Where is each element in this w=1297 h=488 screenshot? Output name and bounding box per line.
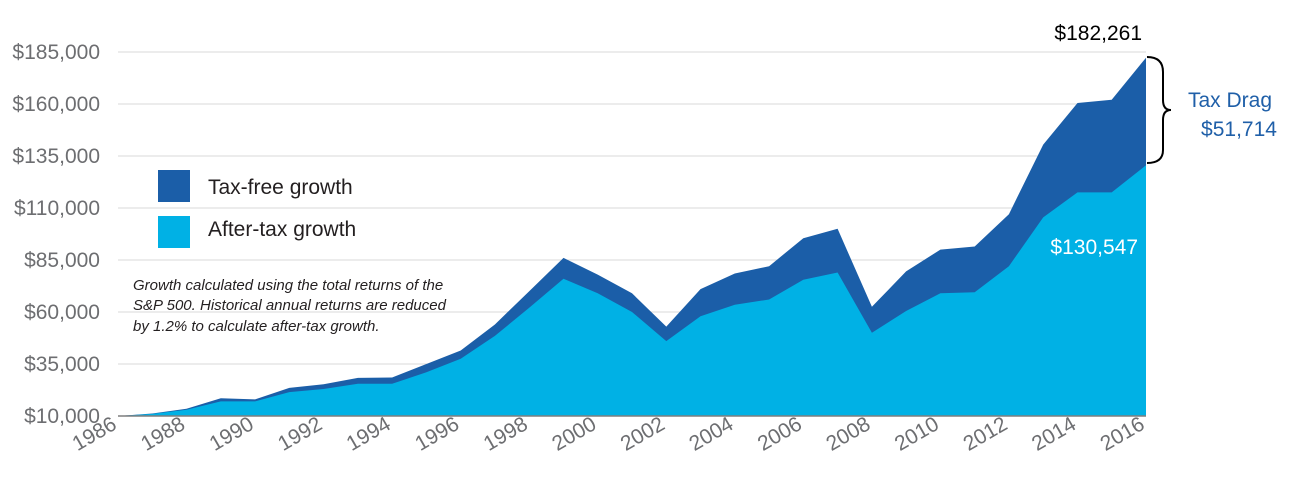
x-tick-label: 2008 [822,412,874,455]
y-tick-label: $10,000 [24,405,100,428]
grid-lines [118,51,1146,365]
x-axis-tick-labels: 1986 1988 1990 1992 1994 1996 1998 2000 2002 2004… [69,412,1149,455]
note-line-1: Growth calculated using the total return… [133,277,443,294]
y-tick-label: $35,000 [24,353,100,376]
x-tick-label: 2014 [1028,412,1080,455]
x-tick-label: 1994 [343,412,395,455]
area-series [118,57,1146,416]
x-tick-label: 2016 [1097,412,1149,455]
x-tick-label: 2002 [617,412,669,455]
x-tick-label: 2010 [891,412,943,455]
y-tick-label: $185,000 [12,41,100,64]
x-tick-label: 1988 [137,412,189,455]
after-tax-final-label: $130,547 [1050,236,1138,259]
y-tick-label: $85,000 [24,249,100,272]
legend: Tax-free growth After-tax growth [158,170,356,248]
tax-drag-bracket [1146,56,1172,164]
y-tick-label: $60,000 [24,301,100,324]
x-tick-label: 1990 [206,412,258,455]
final-total-label: $182,261 [1054,22,1142,45]
y-tick-label: $110,000 [14,197,100,220]
x-tick-label: 2004 [685,412,737,455]
y-axis-tick-labels: $10,000 $35,000 $60,000 $85,000 $110,000 $135… [12,41,100,428]
methodology-note: Growth calculated using the total return… [133,277,447,335]
after-tax-growth-area [118,165,1146,416]
tax-drag-value: $51,714 [1201,118,1277,141]
x-tick-label: 1998 [480,412,532,455]
y-tick-label: $135,000 [12,145,100,168]
legend-swatch-tax-free [158,170,190,202]
y-tick-label: $160,000 [12,93,100,116]
note-line-3: by 1.2% to calculate after-tax growth. [133,318,380,335]
x-tick-label: 2006 [754,412,806,455]
legend-swatch-after-tax [158,216,190,248]
legend-label-after-tax: After-tax growth [208,218,356,241]
x-tick-label: 2000 [548,412,600,455]
note-line-2: S&P 500. Historical annual returns are r… [133,297,447,314]
x-tick-label: 1996 [411,412,463,455]
tax-drag-label: Tax Drag [1188,89,1272,112]
x-tick-label: 2012 [959,412,1011,455]
legend-label-tax-free: Tax-free growth [208,176,353,199]
x-tick-label: 1992 [274,412,326,455]
